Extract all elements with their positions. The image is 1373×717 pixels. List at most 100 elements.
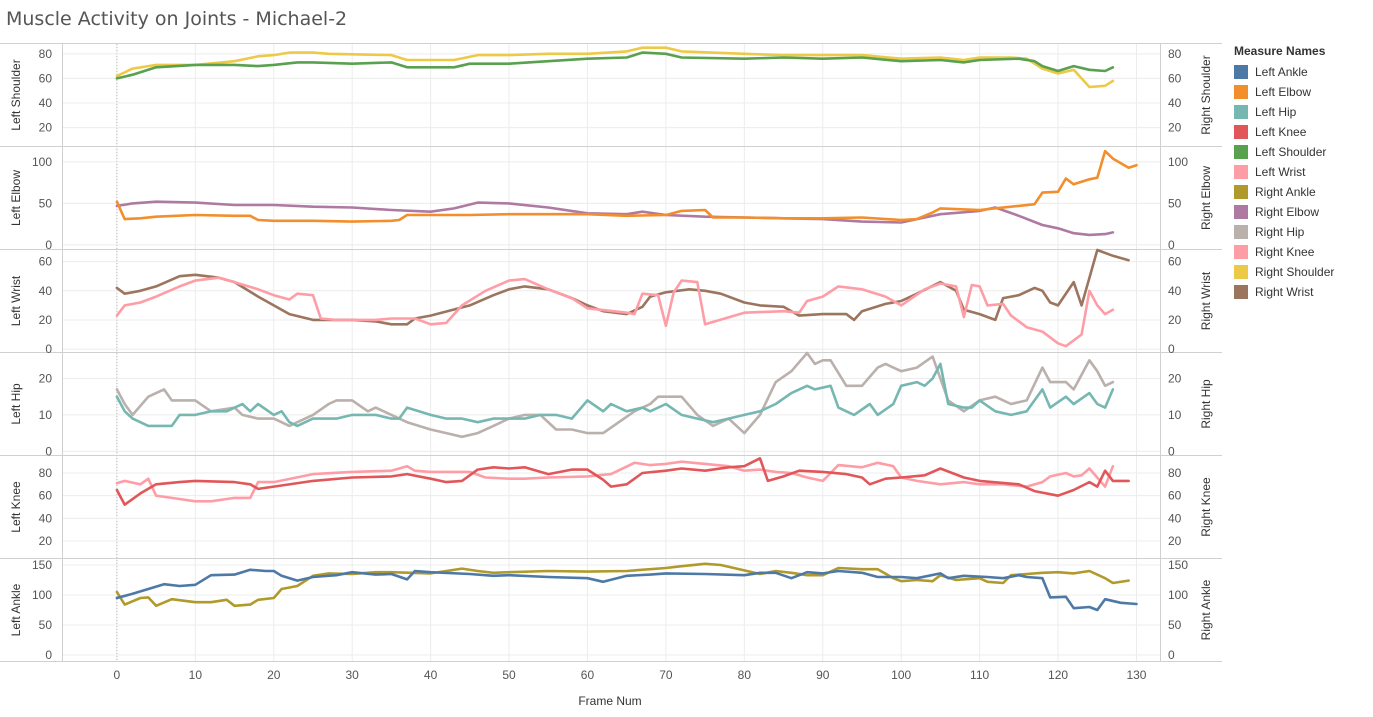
x-tick-label: 130 — [1126, 668, 1146, 682]
panel-frames — [0, 43, 1222, 662]
y-axis-title-right: Right Knee — [1199, 477, 1213, 537]
y-axis-title-right: Right Hip — [1199, 379, 1213, 429]
y-axis-title-right: Right Elbow — [1199, 166, 1213, 230]
legend-label: Left Shoulder — [1255, 145, 1327, 159]
y-tick-label-right: 80 — [1168, 47, 1182, 61]
legend-swatch — [1234, 125, 1248, 139]
x-axis-title: Frame Num — [578, 694, 641, 708]
y-tick-label-left: 60 — [39, 71, 53, 85]
legend-swatch — [1234, 245, 1248, 259]
series-line-left-knee — [115, 457, 1130, 506]
legend-item[interactable]: Right Wrist — [1234, 282, 1334, 302]
legend-label: Left Elbow — [1255, 85, 1312, 99]
legend-label: Right Hip — [1255, 225, 1305, 239]
legend-item[interactable]: Right Hip — [1234, 222, 1334, 242]
legend-swatch — [1234, 205, 1248, 219]
y-axis-title-left: Left Knee — [9, 481, 23, 533]
series-line-right-hip — [115, 351, 1115, 439]
legend-item[interactable]: Left Elbow — [1234, 82, 1334, 102]
legend-swatch — [1234, 165, 1248, 179]
y-tick-label-left: 20 — [39, 534, 53, 548]
y-axis-title-left: Left Elbow — [9, 170, 23, 226]
y-tick-label-left: 150 — [32, 558, 52, 572]
series-line-left-elbow — [115, 149, 1138, 223]
y-tick-label-right: 20 — [1168, 121, 1182, 135]
series-line-left-wrist — [115, 276, 1115, 348]
legend-label: Left Knee — [1255, 125, 1307, 139]
y-tick-label-right: 50 — [1168, 196, 1182, 210]
y-tick-label-left: 20 — [39, 372, 53, 386]
y-tick-label-left: 0 — [45, 342, 52, 356]
y-tick-label-right: 40 — [1168, 284, 1182, 298]
legend-label: Left Ankle — [1255, 65, 1308, 79]
legend-label: Right Elbow — [1255, 205, 1320, 219]
x-tick-label: 60 — [581, 668, 595, 682]
series-line-left-shoulder — [115, 51, 1115, 80]
legend-swatch — [1234, 105, 1248, 119]
legend-item[interactable]: Left Ankle — [1234, 62, 1334, 82]
y-tick-label-right: 20 — [1168, 372, 1182, 386]
legend-label: Left Hip — [1255, 105, 1297, 119]
x-tick-label: 30 — [346, 668, 360, 682]
x-tick-label: 0 — [114, 668, 121, 682]
legend: Measure Names Left Ankle Left Elbow Left H… — [1234, 44, 1334, 302]
legend-swatch — [1234, 265, 1248, 279]
legend-swatch — [1234, 185, 1248, 199]
legend-item[interactable]: Right Ankle — [1234, 182, 1334, 202]
legend-swatch — [1234, 145, 1248, 159]
y-axis-title-left: Left Wrist — [9, 275, 23, 326]
legend-item[interactable]: Left Wrist — [1234, 162, 1334, 182]
legend-item[interactable]: Right Shoulder — [1234, 262, 1334, 282]
legend-items: Left Ankle Left Elbow Left Hip Left Knee Lef… — [1234, 62, 1334, 302]
series-line-left-hip — [115, 362, 1115, 428]
legend-label: Right Shoulder — [1255, 265, 1335, 279]
x-tick-label: 10 — [189, 668, 203, 682]
series-line-left-ankle — [115, 568, 1138, 612]
legend-swatch — [1234, 85, 1248, 99]
y-tick-label-right: 100 — [1168, 588, 1188, 602]
y-tick-label-right: 150 — [1168, 558, 1188, 572]
legend-label: Right Ankle — [1255, 185, 1316, 199]
series-lines — [115, 46, 1138, 612]
y-tick-label-left: 20 — [39, 121, 53, 135]
legend-title: Measure Names — [1234, 44, 1326, 58]
x-tick-label: 70 — [659, 668, 673, 682]
y-tick-label-left: 60 — [39, 255, 53, 269]
y-tick-label-right: 50 — [1168, 618, 1182, 632]
legend-item[interactable]: Left Knee — [1234, 122, 1334, 142]
y-tick-label-right: 0 — [1168, 648, 1175, 662]
legend-item[interactable]: Left Shoulder — [1234, 142, 1334, 162]
x-tick-label: 80 — [738, 668, 752, 682]
x-tick-label: 120 — [1048, 668, 1068, 682]
legend-label: Right Knee — [1255, 245, 1315, 259]
legend-item[interactable]: Right Knee — [1234, 242, 1334, 262]
y-axis-title-right: Right Ankle — [1199, 579, 1213, 640]
x-tick-label: 40 — [424, 668, 438, 682]
y-tick-label-right: 40 — [1168, 96, 1182, 110]
legend-swatch — [1234, 65, 1248, 79]
legend-label: Right Wrist — [1255, 285, 1314, 299]
x-tick-label: 90 — [816, 668, 830, 682]
y-tick-label-left: 80 — [39, 466, 53, 480]
y-tick-label-right: 0 — [1168, 342, 1175, 356]
y-axis-title-left: Left Ankle — [9, 583, 23, 636]
legend-item[interactable]: Left Hip — [1234, 102, 1334, 122]
y-tick-label-right: 60 — [1168, 489, 1182, 503]
chart-title: Muscle Activity on Joints - Michael-2 — [6, 8, 348, 30]
y-tick-label-left: 40 — [39, 284, 53, 298]
y-tick-label-left: 50 — [39, 618, 53, 632]
y-tick-label-right: 40 — [1168, 511, 1182, 525]
y-tick-label-left: 100 — [32, 155, 52, 169]
y-tick-label-left: 40 — [39, 96, 53, 110]
y-tick-label-right: 100 — [1168, 155, 1188, 169]
y-tick-label-left: 40 — [39, 511, 53, 525]
y-axis-title-left: Left Hip — [9, 383, 23, 425]
y-tick-label-left: 0 — [45, 444, 52, 458]
y-tick-label-right: 0 — [1168, 444, 1175, 458]
y-tick-label-right: 60 — [1168, 255, 1182, 269]
y-tick-label-left: 10 — [39, 408, 53, 422]
y-axis-title-left: Left Shoulder — [9, 59, 23, 130]
legend-item[interactable]: Right Elbow — [1234, 202, 1334, 222]
y-tick-label-right: 60 — [1168, 71, 1182, 85]
y-tick-label-left: 20 — [39, 313, 53, 327]
